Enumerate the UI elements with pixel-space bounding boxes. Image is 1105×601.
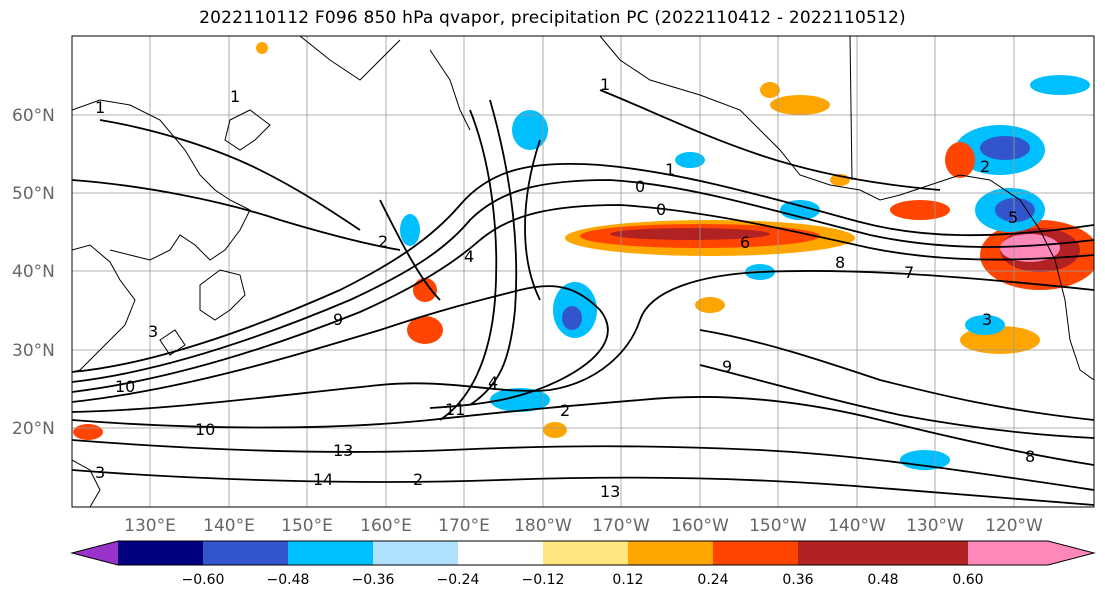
contour-label: 9 bbox=[722, 357, 732, 376]
map-title: 2022110112 F096 850 hPa qvapor, precipit… bbox=[199, 8, 906, 28]
contour-label: 4 bbox=[464, 247, 474, 266]
colorbar-label: −0.36 bbox=[352, 572, 395, 588]
colorbar-segment bbox=[628, 541, 713, 565]
lon-label: 130°E bbox=[124, 516, 176, 536]
contour-label: 11 bbox=[445, 400, 465, 419]
contour-label: 1 bbox=[665, 160, 675, 179]
colorbar-segment bbox=[458, 541, 543, 565]
latitude-labels: 60°N 50°N 40°N 30°N 20°N bbox=[12, 106, 55, 439]
contour-label: 3 bbox=[148, 322, 158, 341]
lon-label: 130°W bbox=[906, 516, 964, 536]
colorbar-segment bbox=[288, 541, 373, 565]
colorbar-segment bbox=[118, 541, 203, 565]
lon-label: 150°W bbox=[749, 516, 807, 536]
colorbar-label: 0.12 bbox=[612, 572, 643, 588]
colorbar-label: −0.12 bbox=[522, 572, 565, 588]
contour-label: 2 bbox=[378, 232, 388, 251]
colorbar-label: 0.24 bbox=[697, 572, 728, 588]
map-frame bbox=[72, 36, 1094, 507]
lat-label: 30°N bbox=[12, 341, 55, 361]
contour-label: 2 bbox=[560, 401, 570, 420]
contour-labels: 1 1 1 1 0 0 2 2 2 2 3 3 3 4 4 5 6 7 8 8 … bbox=[95, 75, 1035, 501]
colorbar-segment bbox=[373, 541, 458, 565]
colorbar-label: 0.60 bbox=[952, 572, 983, 588]
contour-label: 0 bbox=[656, 200, 666, 219]
contour-label: 5 bbox=[1008, 208, 1018, 227]
colorbar: −0.60 −0.48 −0.36 −0.24 −0.12 0.12 0.24 … bbox=[70, 540, 1096, 588]
colorbar-label: −0.24 bbox=[437, 572, 480, 588]
contour-label: 13 bbox=[333, 441, 353, 460]
contour-label: 0 bbox=[635, 177, 645, 196]
lon-label: 150°E bbox=[281, 516, 333, 536]
lat-label: 20°N bbox=[12, 419, 55, 439]
lon-label: 160°W bbox=[671, 516, 729, 536]
colorbar-segment bbox=[798, 541, 883, 565]
contour-label: 1 bbox=[600, 75, 610, 94]
contour-label: 14 bbox=[313, 470, 333, 489]
colorbar-segment bbox=[883, 541, 968, 565]
colorbar-label: −0.48 bbox=[267, 572, 310, 588]
contour-label: 6 bbox=[740, 233, 750, 252]
graticule bbox=[72, 36, 1094, 507]
lat-label: 50°N bbox=[12, 184, 55, 204]
contour-label: 13 bbox=[600, 482, 620, 501]
contour-label: 4 bbox=[488, 373, 498, 392]
lon-label: 140°W bbox=[828, 516, 886, 536]
colorbar-extend-right bbox=[968, 541, 1094, 565]
contour-label: 9 bbox=[333, 310, 343, 329]
contour-label: 2 bbox=[980, 157, 990, 176]
colorbar-label: 0.36 bbox=[782, 572, 813, 588]
colorbar-label: −0.60 bbox=[182, 572, 225, 588]
map-border bbox=[71, 35, 1095, 508]
contour-label: 3 bbox=[95, 463, 105, 482]
lon-label: 160°E bbox=[360, 516, 412, 536]
contour-label: 1 bbox=[95, 98, 105, 117]
lon-label: 170°W bbox=[592, 516, 650, 536]
contour-label: 1 bbox=[230, 87, 240, 106]
contour-label: 2 bbox=[413, 470, 423, 489]
coastlines bbox=[72, 36, 1094, 507]
lat-label: 60°N bbox=[12, 106, 55, 126]
contour-label: 3 bbox=[982, 310, 992, 329]
contour-label: 7 bbox=[904, 263, 914, 282]
lon-label: 180°W bbox=[514, 516, 572, 536]
humidity-contours bbox=[72, 89, 1094, 506]
colorbar-outline bbox=[70, 540, 1096, 566]
lon-label: 140°E bbox=[203, 516, 255, 536]
lon-label: 170°E bbox=[438, 516, 490, 536]
contour-label: 10 bbox=[115, 377, 135, 396]
lon-label: 120°W bbox=[985, 516, 1043, 536]
contour-label: 8 bbox=[835, 253, 845, 272]
colorbar-segment bbox=[543, 541, 628, 565]
colorbar-extend-left bbox=[72, 541, 118, 565]
colorbar-segment bbox=[713, 541, 798, 565]
contour-label: 10 bbox=[195, 420, 215, 439]
contour-label: 8 bbox=[1025, 447, 1035, 466]
colorbar-label: 0.48 bbox=[867, 572, 898, 588]
lat-label: 40°N bbox=[12, 262, 55, 282]
longitude-labels: 130°E 140°E 150°E 160°E 170°E 180°W 170°… bbox=[124, 516, 1043, 536]
colorbar-segment bbox=[203, 541, 288, 565]
